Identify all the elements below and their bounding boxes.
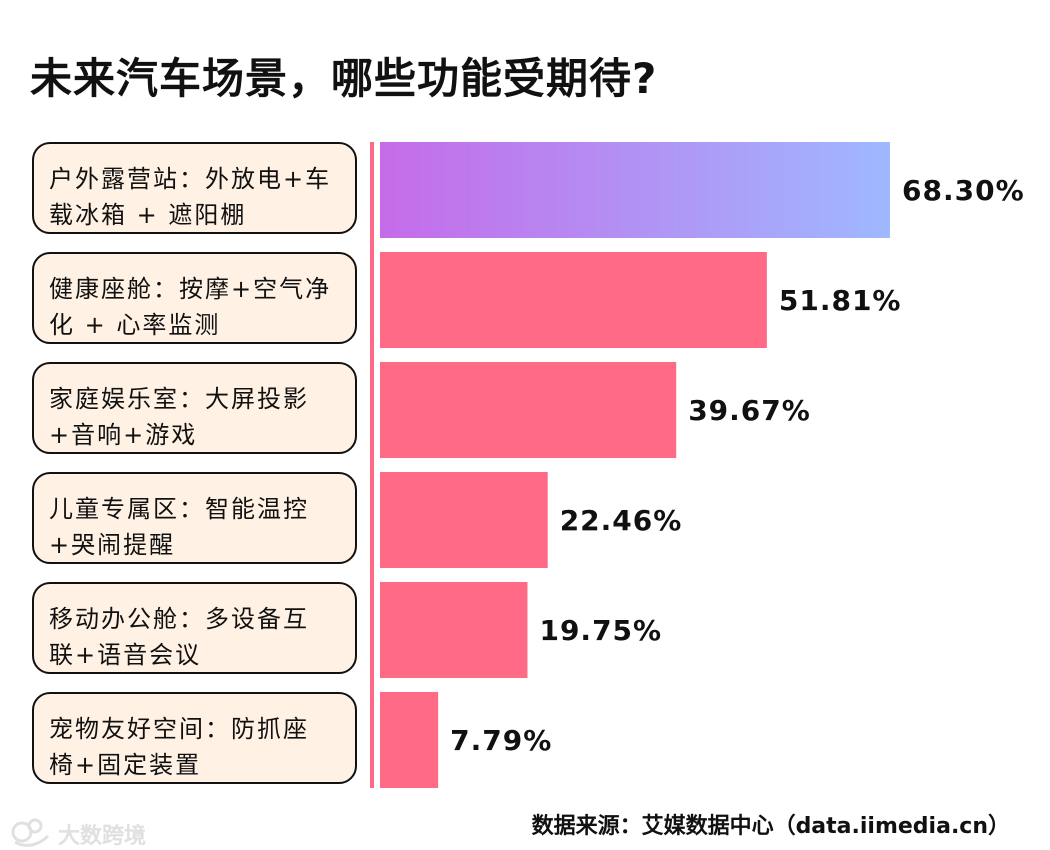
bar-3 bbox=[380, 362, 677, 458]
category-box-1: 户外露营站：外放电+车 载冰箱 + 遮阳棚 bbox=[32, 142, 357, 234]
bar-value-label-2: 51.81% bbox=[779, 284, 902, 317]
chart-title: 未来汽车场景，哪些功能受期待? bbox=[30, 54, 658, 103]
category-label-line-6-2: 椅+固定装置 bbox=[49, 751, 202, 779]
watermark-text: 大数跨境 bbox=[58, 824, 147, 849]
bar-6 bbox=[380, 692, 439, 788]
category-box-2: 健康座舱：按摩+空气净化 + 心率监测 bbox=[32, 252, 357, 344]
category-label-line-1-2: 载冰箱 + 遮阳棚 bbox=[49, 201, 247, 229]
category-box-5: 移动办公舱：多设备互 联+语音会议 bbox=[32, 582, 357, 674]
chart-layer: 68.30% 51.81% 39.67% 22.46% 19.75% 7.79% bbox=[370, 142, 1025, 788]
bar-value-label-6: 7.79% bbox=[450, 724, 552, 757]
category-label-line-2-2: 化 + 心率监测 bbox=[49, 311, 221, 339]
bar-value-label-5: 19.75% bbox=[539, 614, 662, 647]
category-label-line-3-2: +音响+游戏 bbox=[49, 421, 198, 449]
bar-2 bbox=[380, 252, 767, 348]
category-label-line-5-1: 移动办公舱：多设备互 bbox=[49, 605, 309, 633]
bar-4 bbox=[380, 472, 548, 568]
watermark-logo: 大数跨境 bbox=[10, 815, 147, 849]
bar-1 bbox=[380, 142, 890, 238]
category-label-line-1-1: 户外露营站：外放电+车 bbox=[49, 165, 332, 193]
category-label-line-5-2: 联+语音会议 bbox=[49, 641, 202, 669]
category-label-line-4-2: +哭闹提醒 bbox=[49, 531, 176, 559]
category-box-4: 儿童专属区：智能温控 +哭闹提醒 bbox=[32, 472, 357, 564]
category-label-line-4-1: 儿童专属区：智能温控 bbox=[49, 495, 309, 523]
bar-value-label-3: 39.67% bbox=[688, 394, 811, 427]
watermark-icon bbox=[11, 818, 50, 847]
category-label-line-3-1: 家庭娱乐室：大屏投影 bbox=[49, 385, 309, 413]
category-box-3: 家庭娱乐室：大屏投影 +音响+游戏 bbox=[32, 362, 357, 454]
bar-value-label-4: 22.46% bbox=[560, 504, 683, 537]
category-label-line-6-1: 宠物友好空间：防抓座 bbox=[49, 715, 309, 743]
bar-value-label-1: 68.30% bbox=[902, 174, 1025, 207]
category-label-line-2-1: 健康座舱：按摩+空气净 bbox=[49, 275, 332, 303]
bar-5 bbox=[380, 582, 528, 678]
category-box-6: 宠物友好空间：防抓座 椅+固定装置 bbox=[32, 692, 357, 784]
data-source: 数据来源：艾媒数据中心（data.iimedia.cn） bbox=[531, 814, 1010, 839]
